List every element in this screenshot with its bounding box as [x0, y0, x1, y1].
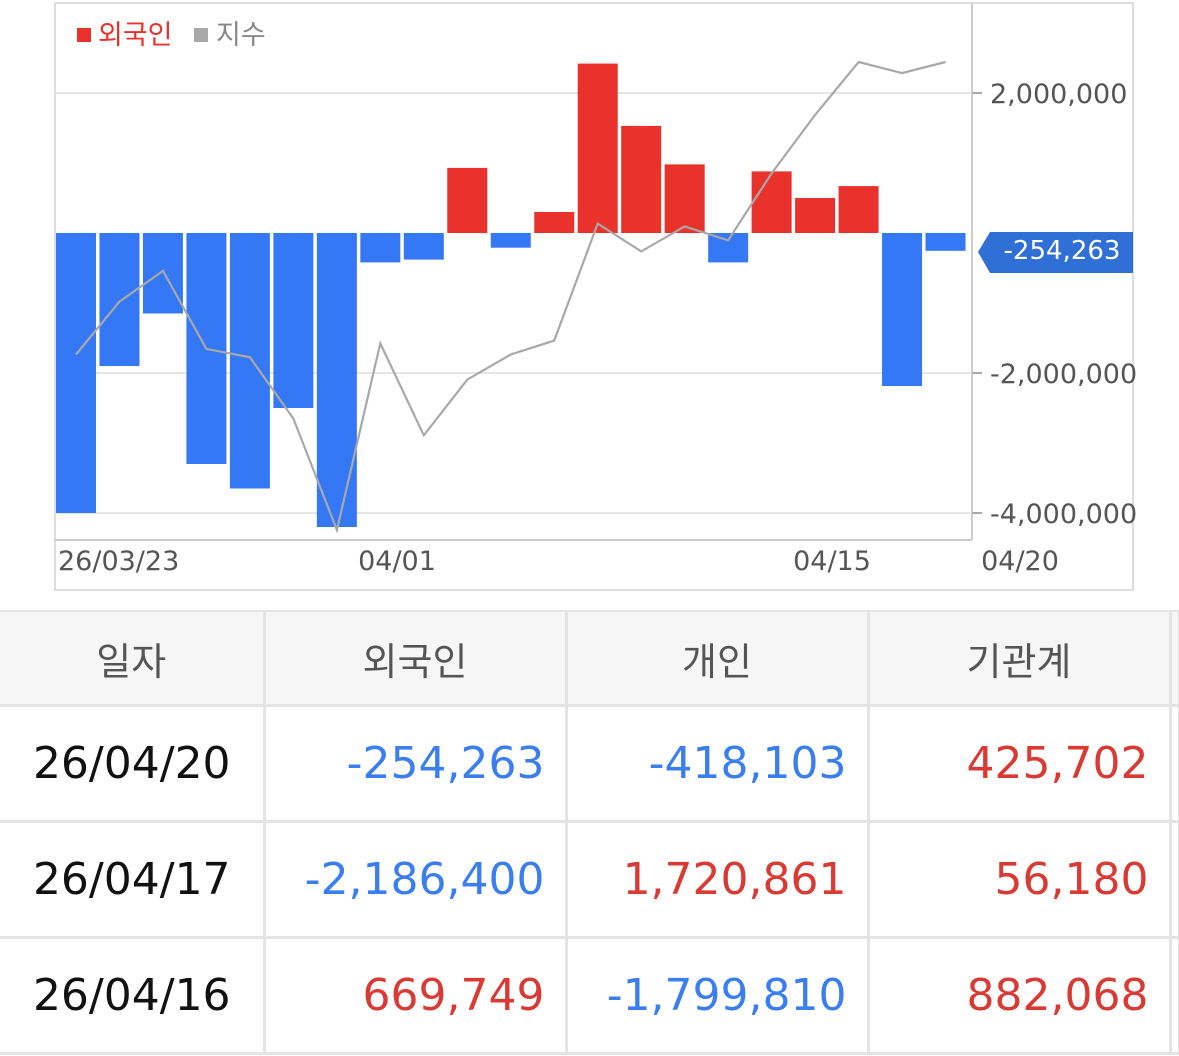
bar-foreign [142, 233, 183, 314]
bar-foreign [360, 233, 401, 263]
column-header-foreign: 외국인 [264, 610, 568, 707]
bar-foreign [882, 233, 923, 387]
cell-individual: -1,799,810 [566, 937, 870, 1055]
bar-foreign [577, 63, 618, 233]
y-tick-layer: 2,000,000 -2,000,000 -4,000,000 [972, 79, 1137, 530]
x-tick-label: 04/15 [793, 546, 871, 577]
legend: 외국인 지수 [77, 20, 266, 51]
table-header-row: 일자 외국인 개인 기관계 [0, 610, 1179, 707]
y-tick-label: 2,000,000 [990, 79, 1127, 110]
cell-overflow [1170, 937, 1179, 1055]
bar-foreign [795, 198, 836, 233]
bar-layer [56, 63, 966, 527]
cell-foreign: -2,186,400 [264, 821, 568, 939]
bar-foreign [534, 212, 575, 233]
bar-foreign [838, 186, 879, 233]
bar-foreign [664, 164, 705, 233]
legend-swatch-index [194, 28, 208, 42]
cell-foreign: -254,263 [264, 705, 568, 823]
investor-chart: 2,000,000 -2,000,000 -4,000,000 26/03/23 04… [54, 2, 1137, 591]
bar-foreign [490, 233, 531, 248]
bar-foreign [708, 233, 749, 263]
legend-label-foreign: 외국인 [98, 20, 173, 51]
x-tick-layer: 26/03/23 04/01 04/15 04/20 [58, 546, 1059, 577]
investor-table: 일자 외국인 개인 기관계 26/04/20 -254,263 -418,103… [0, 610, 1179, 1055]
column-header-date: 일자 [0, 610, 266, 707]
column-header-institution: 기관계 [868, 610, 1172, 707]
bar-foreign [751, 171, 792, 233]
table-row[interactable]: 26/04/16 669,749 -1,799,810 882,068 [0, 937, 1179, 1055]
cell-date: 26/04/16 [0, 937, 266, 1055]
bar-foreign [621, 125, 662, 233]
current-value-marker: -254,263 [978, 232, 1133, 273]
cell-institution: 882,068 [868, 937, 1172, 1055]
column-header-individual: 개인 [566, 610, 870, 707]
current-value-label: -254,263 [1004, 236, 1121, 266]
bar-foreign [925, 233, 966, 251]
cell-date: 26/04/20 [0, 705, 266, 823]
cell-overflow [1170, 705, 1179, 823]
bar-foreign [403, 233, 444, 260]
table-row[interactable]: 26/04/17 -2,186,400 1,720,861 56,180 [0, 821, 1179, 939]
cell-date: 26/04/17 [0, 821, 266, 939]
chart-canvas: 2,000,000 -2,000,000 -4,000,000 26/03/23 04… [54, 2, 1137, 591]
cell-individual: 1,720,861 [566, 821, 870, 939]
x-tick-label: 04/20 [981, 546, 1059, 577]
bar-foreign [99, 233, 140, 366]
cell-individual: -418,103 [566, 705, 870, 823]
index-line [75, 60, 946, 534]
bar-foreign [56, 233, 96, 513]
x-tick-label: 04/01 [358, 546, 436, 577]
y-tick-label: -2,000,000 [990, 359, 1137, 390]
current-value-badge [978, 232, 1133, 273]
cell-foreign: 669,749 [264, 937, 568, 1055]
x-tick-label: 26/03/23 [58, 546, 179, 577]
bar-foreign [273, 233, 314, 408]
bar-foreign [316, 233, 357, 527]
cell-overflow [1170, 821, 1179, 939]
table-row[interactable]: 26/04/20 -254,263 -418,103 425,702 [0, 705, 1179, 823]
y-tick-label: -4,000,000 [990, 499, 1137, 530]
index-line-layer [75, 60, 946, 534]
column-header-overflow [1170, 610, 1179, 707]
cell-institution: 425,702 [868, 705, 1172, 823]
cell-institution: 56,180 [868, 821, 1172, 939]
bar-foreign [447, 167, 488, 233]
legend-label-index: 지수 [216, 20, 266, 51]
legend-swatch-foreign [77, 28, 91, 42]
bar-foreign [229, 233, 270, 489]
